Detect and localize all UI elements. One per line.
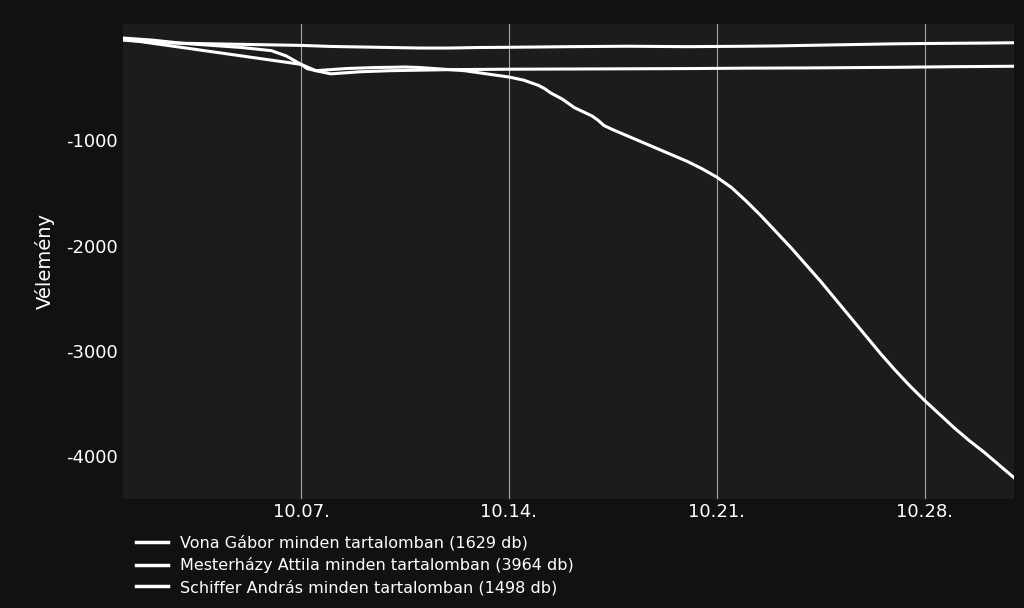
Y-axis label: Vélemény: Vélemény (35, 213, 55, 309)
Legend: Vona Gábor minden tartalomban (1629 db), Mesterházy Attila minden tartalomban (3: Vona Gábor minden tartalomban (1629 db),… (131, 531, 579, 600)
